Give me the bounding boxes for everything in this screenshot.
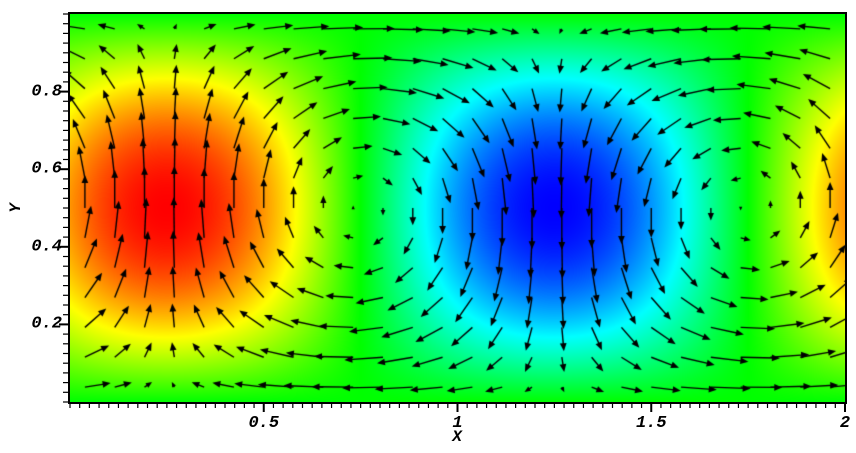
x-tick-label: 2 (839, 414, 851, 433)
y-tick-label: 0.6 (31, 159, 62, 179)
heatmap-quiver-canvas (70, 14, 845, 402)
x-axis-label: X (452, 428, 462, 446)
y-tick-label: 0.2 (31, 314, 62, 334)
x-tick-label: 0.5 (248, 414, 280, 433)
y-tick-label: 0.4 (31, 237, 62, 257)
y-tick-label: 0.8 (31, 82, 62, 102)
x-tick-label: 1 (452, 414, 463, 433)
x-tick-label: 1.5 (635, 414, 667, 433)
y-axis-label: Y (7, 203, 25, 213)
